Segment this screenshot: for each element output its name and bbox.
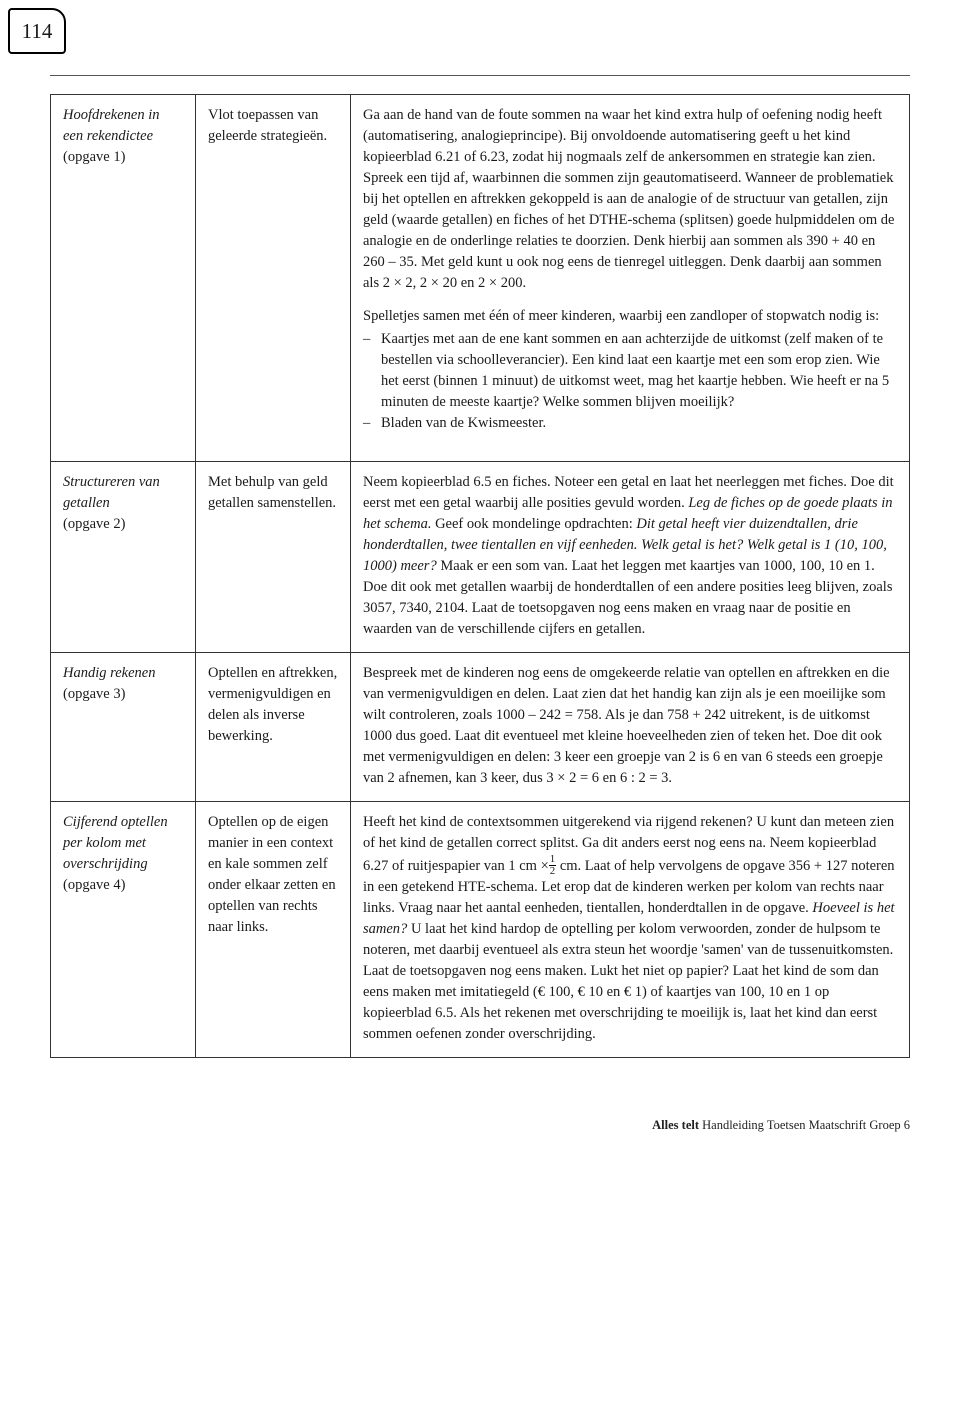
list-intro: Spelletjes samen met één of meer kindere… [363, 308, 879, 324]
cell-goal: Optellen op de eigen manier in een conte… [196, 801, 351, 1057]
topic-sub: (opgave 2) [63, 516, 125, 532]
goal-text: Met behulp van geld getallen samenstelle… [208, 474, 336, 511]
topic-title: Structureren van getallen [63, 474, 160, 511]
table-row: Structureren van getallen (opgave 2) Met… [51, 461, 910, 652]
topic-sub: (opgave 3) [63, 686, 125, 702]
topic-title: Hoofdrekenen in een rekendictee [63, 107, 160, 144]
cell-description: Neem kopieerblad 6.5 en fiches. Noteer e… [351, 461, 910, 652]
cell-goal: Vlot toepassen van geleerde strategieën. [196, 95, 351, 462]
table-row: Handig rekenen (opgave 3) Optellen en af… [51, 652, 910, 801]
footer-rest: Handleiding Toetsen Maatschrift Groep 6 [699, 1118, 910, 1132]
cell-description: Ga aan de hand van de foute sommen na wa… [351, 95, 910, 462]
cell-topic: Hoofdrekenen in een rekendictee (opgave … [51, 95, 196, 462]
dash-list: Kaartjes met aan de ene kant sommen en a… [363, 329, 897, 434]
content-table: Hoofdrekenen in een rekendictee (opgave … [50, 94, 910, 1058]
topic-sub: (opgave 4) [63, 877, 125, 893]
cell-topic: Cijferend optellen per kolom met oversch… [51, 801, 196, 1057]
table-row: Cijferend optellen per kolom met oversch… [51, 801, 910, 1057]
description-paragraph: Ga aan de hand van de foute sommen na wa… [363, 105, 897, 294]
topic-sub: (opgave 1) [63, 149, 125, 165]
goal-text: Optellen op de eigen manier in een conte… [208, 814, 336, 935]
document-page: 114 Hoofdrekenen in een rekendictee (opg… [0, 0, 960, 1173]
cell-goal: Optellen en aftrekken, vermenigvuldigen … [196, 652, 351, 801]
list-item: Bladen van de Kwismeester. [381, 413, 897, 434]
cell-description: Bespreek met de kinderen nog eens de omg… [351, 652, 910, 801]
list-item: Kaartjes met aan de ene kant sommen en a… [381, 329, 897, 413]
description-paragraph: Spelletjes samen met één of meer kindere… [363, 306, 897, 327]
page-number: 114 [22, 19, 53, 44]
description-paragraph: Heeft het kind de contextsommen uitgerek… [363, 812, 897, 1045]
goal-text: Vlot toepassen van geleerde strategieën. [208, 107, 327, 144]
cell-description: Heeft het kind de contextsommen uitgerek… [351, 801, 910, 1057]
goal-text: Optellen en aftrekken, vermenigvuldigen … [208, 665, 337, 744]
topic-title: Cijferend optellen per kolom met oversch… [63, 814, 168, 872]
cell-topic: Handig rekenen (opgave 3) [51, 652, 196, 801]
description-paragraph: Bespreek met de kinderen nog eens de omg… [363, 663, 897, 789]
cell-topic: Structureren van getallen (opgave 2) [51, 461, 196, 652]
page-footer: Alles telt Handleiding Toetsen Maatschri… [50, 1118, 910, 1133]
description-paragraph: Neem kopieerblad 6.5 en fiches. Noteer e… [363, 472, 897, 640]
footer-title: Alles telt [652, 1118, 699, 1132]
cell-goal: Met behulp van geld getallen samenstelle… [196, 461, 351, 652]
table-row: Hoofdrekenen in een rekendictee (opgave … [51, 95, 910, 462]
page-number-tab: 114 [8, 8, 66, 54]
topic-title: Handig rekenen [63, 665, 155, 681]
top-rule [50, 75, 910, 76]
